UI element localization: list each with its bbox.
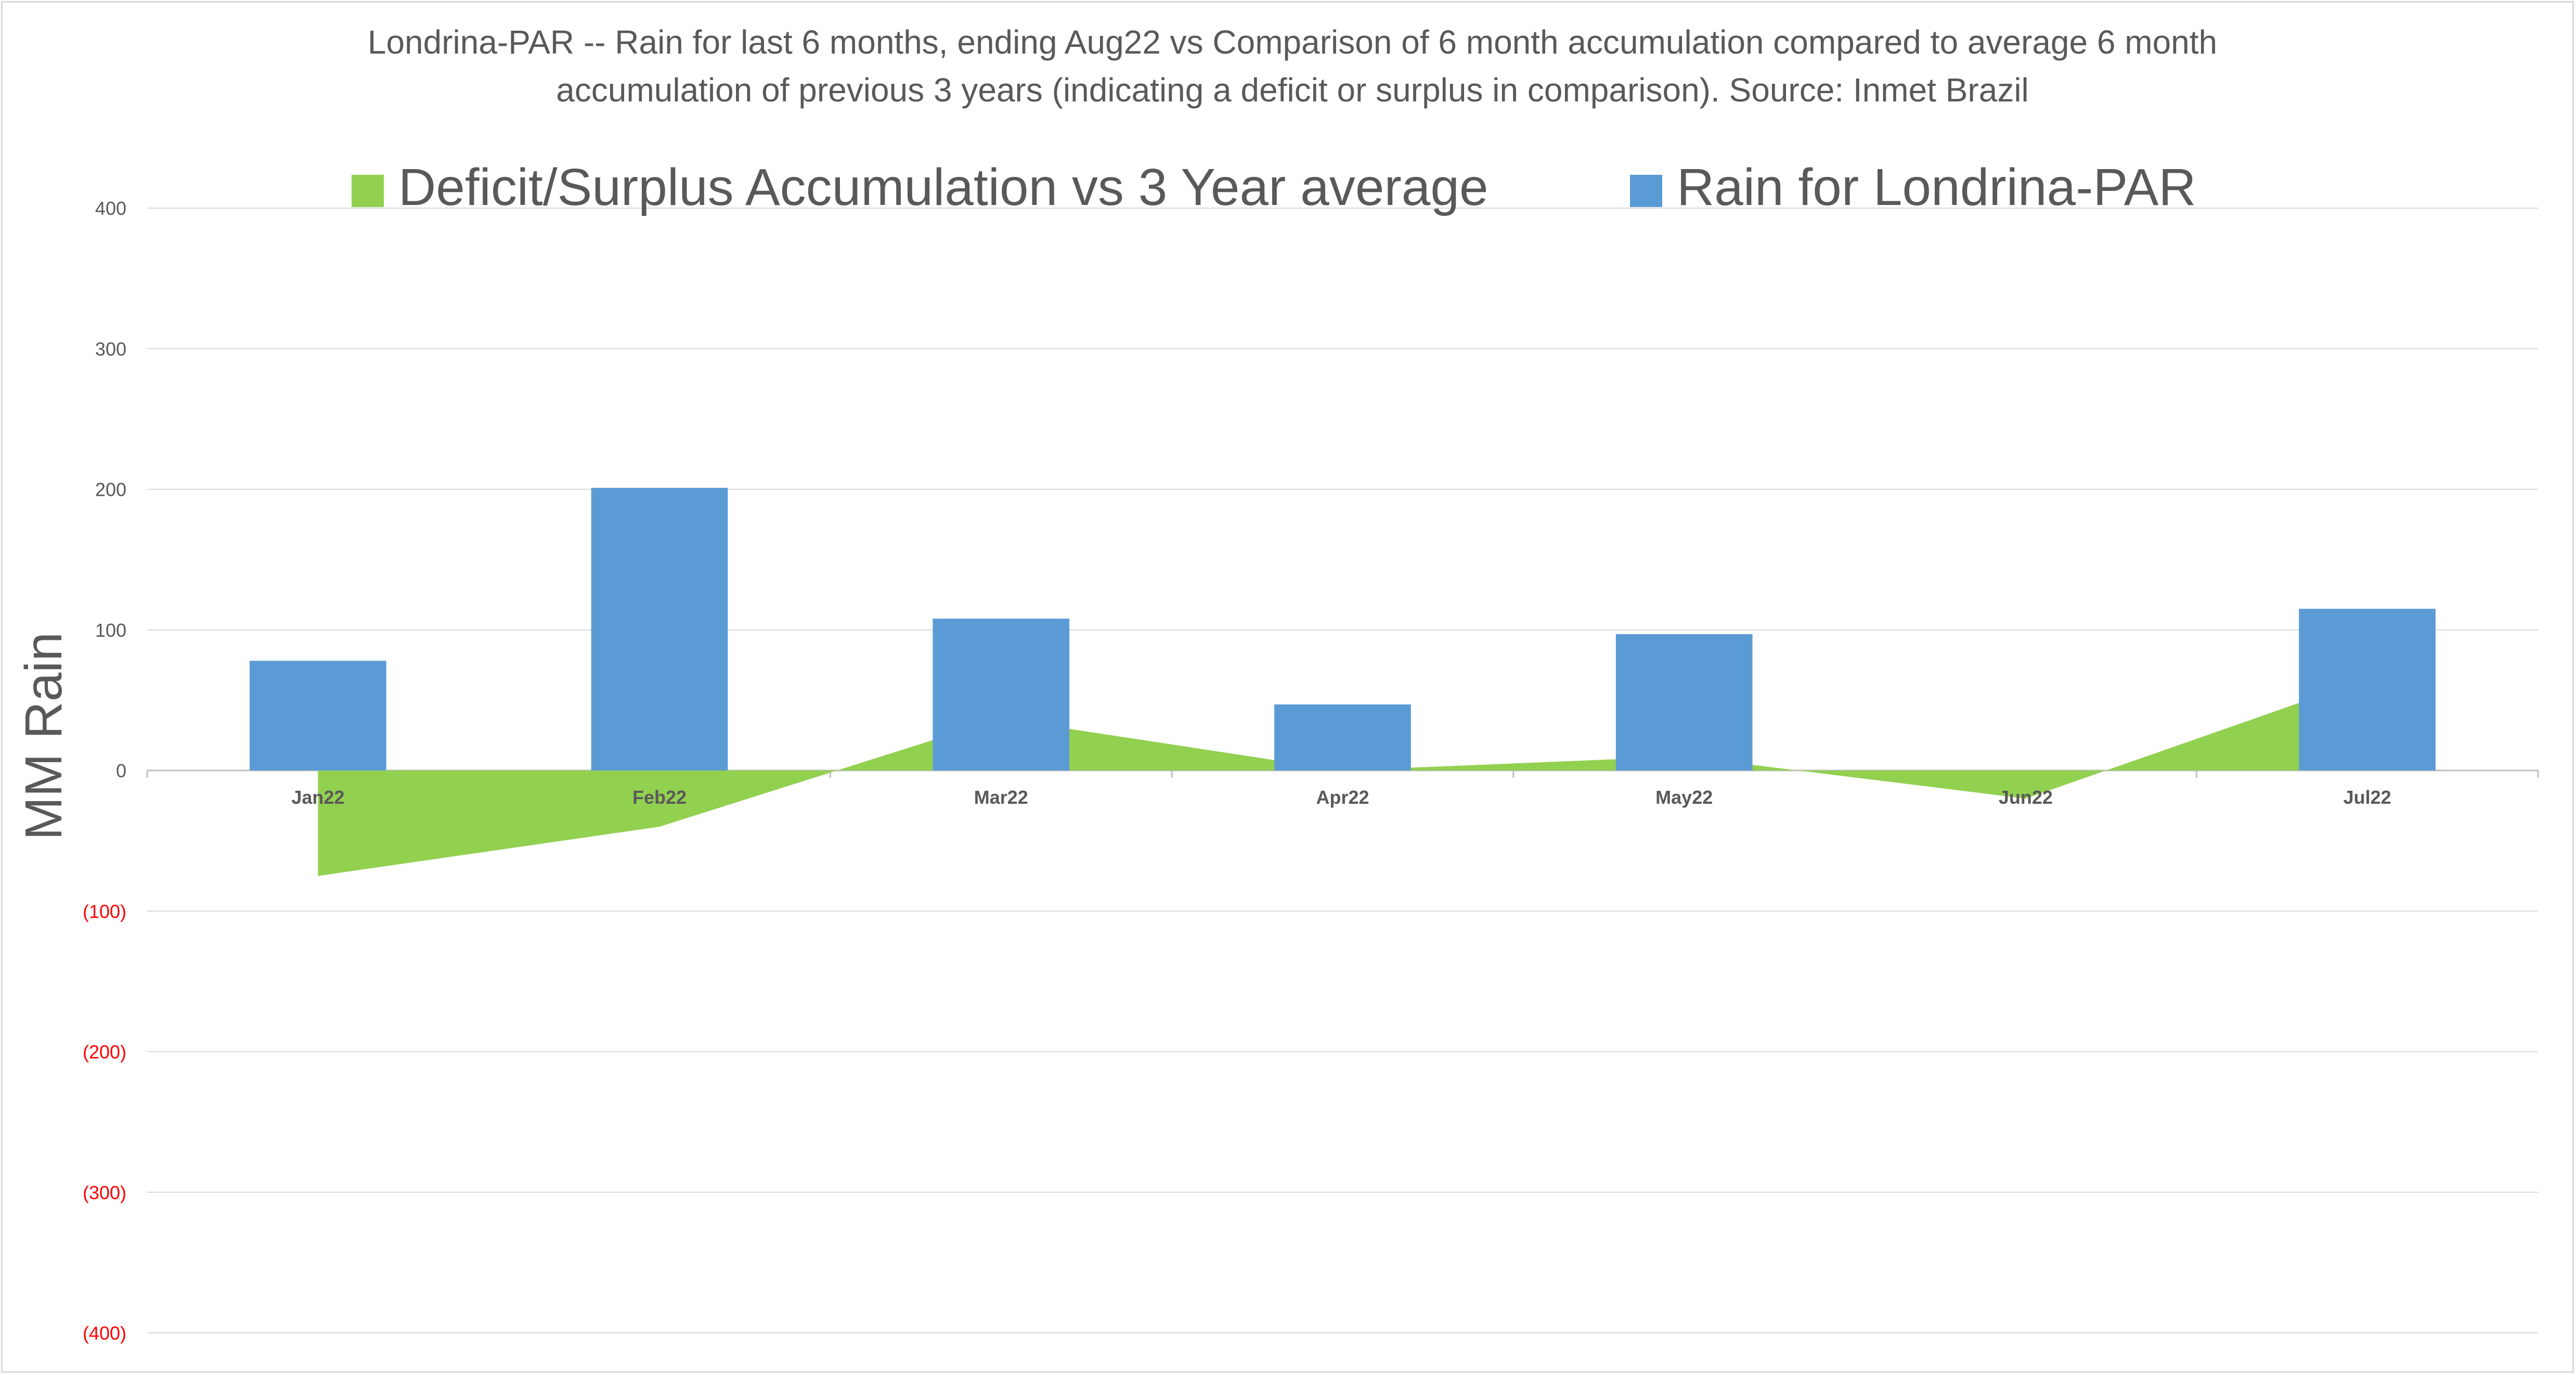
- chart-title-line-1: Londrina-PAR -- Rain for last 6 months, …: [367, 23, 2218, 61]
- x-category-label: Feb22: [632, 787, 687, 808]
- x-category-label: Mar22: [974, 787, 1028, 808]
- y-tick-label: 300: [95, 338, 126, 359]
- y-tick-label: (100): [83, 901, 126, 922]
- y-tick-label: (400): [83, 1322, 126, 1344]
- legend-label-1: Deficit/Surplus Accumulation vs 3 Year a…: [398, 158, 1488, 216]
- chart-title: Londrina-PAR -- Rain for last 6 months, …: [200, 18, 2385, 114]
- y-tick-label: 400: [95, 198, 126, 219]
- legend-swatch-2: [1630, 175, 1662, 207]
- y-axis-label: MM Rain: [15, 632, 73, 840]
- y-tick-label: 0: [116, 760, 126, 781]
- y-tick-label: (200): [83, 1042, 126, 1063]
- x-category-label: Jul22: [2344, 787, 2391, 808]
- legend-swatch-1: [352, 175, 384, 207]
- y-tick-label: 100: [95, 620, 126, 641]
- rain-bar-mar22: [933, 619, 1070, 770]
- chart-title-line-2: accumulation of previous 3 years (indica…: [556, 71, 2029, 109]
- x-category-label: Jun22: [1999, 787, 2053, 808]
- deficit-surplus-area: [318, 679, 2367, 876]
- rain-bar-feb22: [591, 487, 728, 770]
- x-category-label: May22: [1655, 787, 1713, 808]
- y-tick-label: (300): [83, 1182, 126, 1203]
- legend-label-2: Rain for Londrina-PAR: [1677, 158, 2196, 216]
- rain-bar-apr22: [1274, 704, 1411, 770]
- x-category-label: Apr22: [1316, 787, 1369, 808]
- rain-bar-may22: [1615, 634, 1753, 770]
- rain-bar-jul22: [2299, 609, 2436, 770]
- rain-bar-jan22: [250, 661, 386, 770]
- y-tick-label: 200: [95, 479, 126, 500]
- x-category-label: Jan22: [291, 787, 344, 808]
